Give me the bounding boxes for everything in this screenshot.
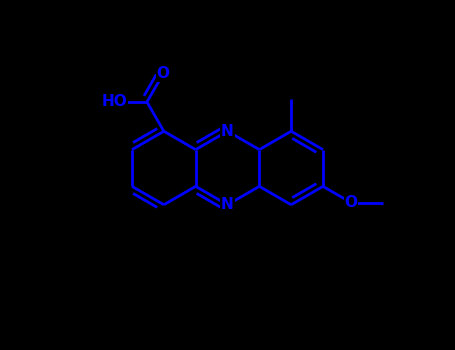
Text: N: N xyxy=(221,197,234,212)
Text: O: O xyxy=(157,66,170,82)
Text: HO: HO xyxy=(102,94,127,110)
Text: N: N xyxy=(221,124,234,139)
Text: O: O xyxy=(344,195,358,210)
